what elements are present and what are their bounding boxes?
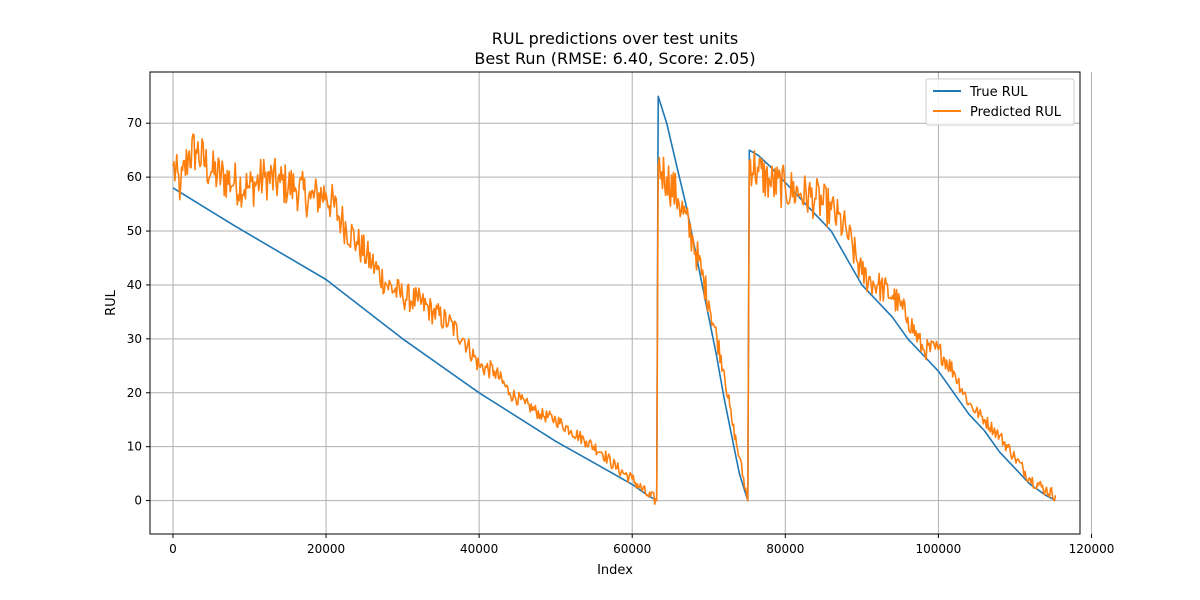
y-axis-ticks: 0 10 20 30 40 50 60 70 — [127, 116, 150, 508]
x-tick-label: 60000 — [613, 542, 651, 556]
y-tick-label: 0 — [134, 494, 142, 508]
legend-label-predicted-rul: Predicted RUL — [970, 105, 1062, 120]
y-tick-label: 50 — [127, 224, 142, 238]
x-tick-label: 80000 — [766, 542, 804, 556]
x-tick-label: 40000 — [460, 542, 498, 556]
x-axis-label: Index — [597, 563, 633, 578]
y-tick-label: 20 — [127, 386, 142, 400]
y-tick-label: 40 — [127, 278, 142, 292]
chart-subtitle: Best Run (RMSE: 6.40, Score: 2.05) — [474, 49, 755, 68]
y-axis-label: RUL — [104, 289, 119, 316]
x-axis-ticks: 0 20000 40000 60000 80000 100000 120000 — [169, 534, 1114, 556]
legend-box — [925, 78, 1075, 126]
y-tick-label: 70 — [127, 116, 142, 130]
plot-frame — [149, 71, 1081, 535]
legend-label-true-rul: True RUL — [969, 85, 1028, 100]
x-tick-label: 100000 — [915, 542, 961, 556]
x-tick-label: 0 — [169, 542, 177, 556]
series-layer — [172, 95, 1057, 505]
grid-lines — [150, 72, 1092, 534]
legend: True RUL Predicted RUL — [925, 78, 1075, 126]
x-tick-label: 120000 — [1069, 542, 1115, 556]
x-tick-label: 20000 — [307, 542, 345, 556]
y-tick-label: 30 — [127, 332, 142, 346]
y-tick-label: 10 — [127, 440, 142, 454]
series-line-predicted — [172, 133, 1057, 505]
y-tick-label: 60 — [127, 170, 142, 184]
chart-title: RUL predictions over test units — [492, 29, 738, 48]
